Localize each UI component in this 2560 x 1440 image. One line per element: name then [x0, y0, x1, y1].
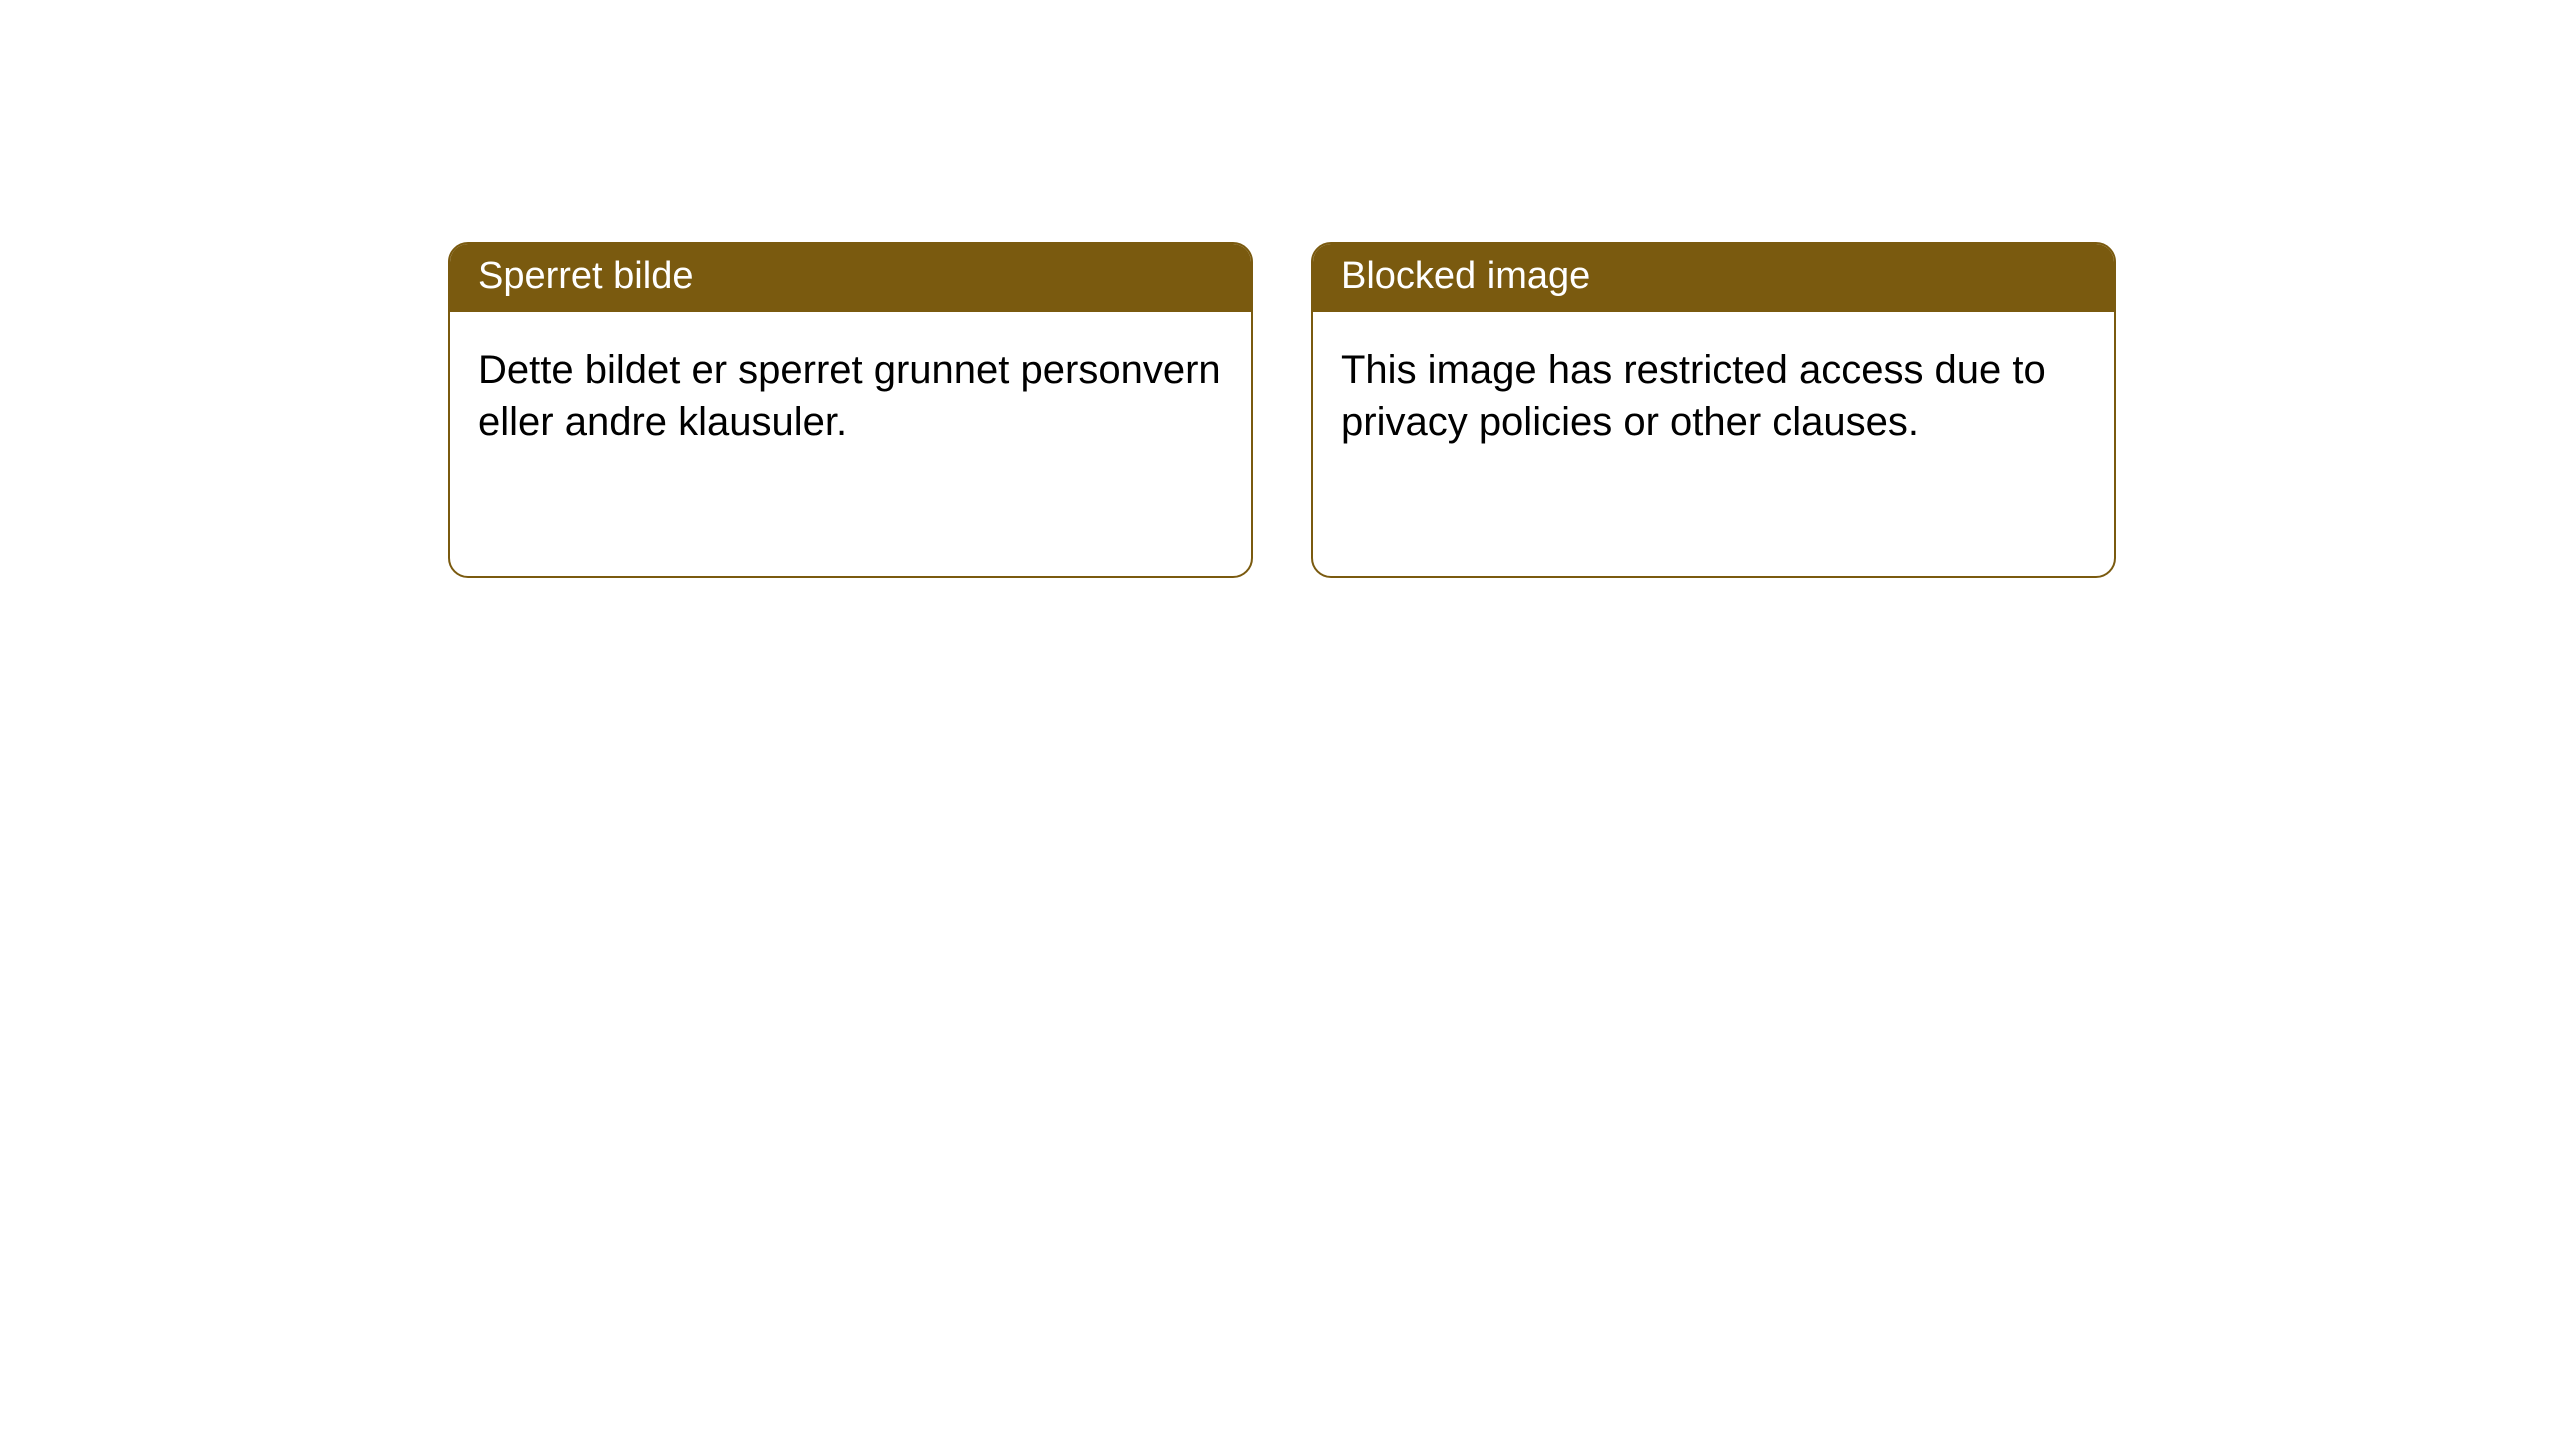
card-body: Dette bildet er sperret grunnet personve…	[450, 312, 1251, 480]
card-header: Blocked image	[1313, 244, 2114, 312]
blocked-image-card-norwegian: Sperret bilde Dette bildet er sperret gr…	[448, 242, 1253, 578]
card-header: Sperret bilde	[450, 244, 1251, 312]
blocked-image-card-english: Blocked image This image has restricted …	[1311, 242, 2116, 578]
notice-container: Sperret bilde Dette bildet er sperret gr…	[0, 0, 2560, 578]
card-body: This image has restricted access due to …	[1313, 312, 2114, 480]
